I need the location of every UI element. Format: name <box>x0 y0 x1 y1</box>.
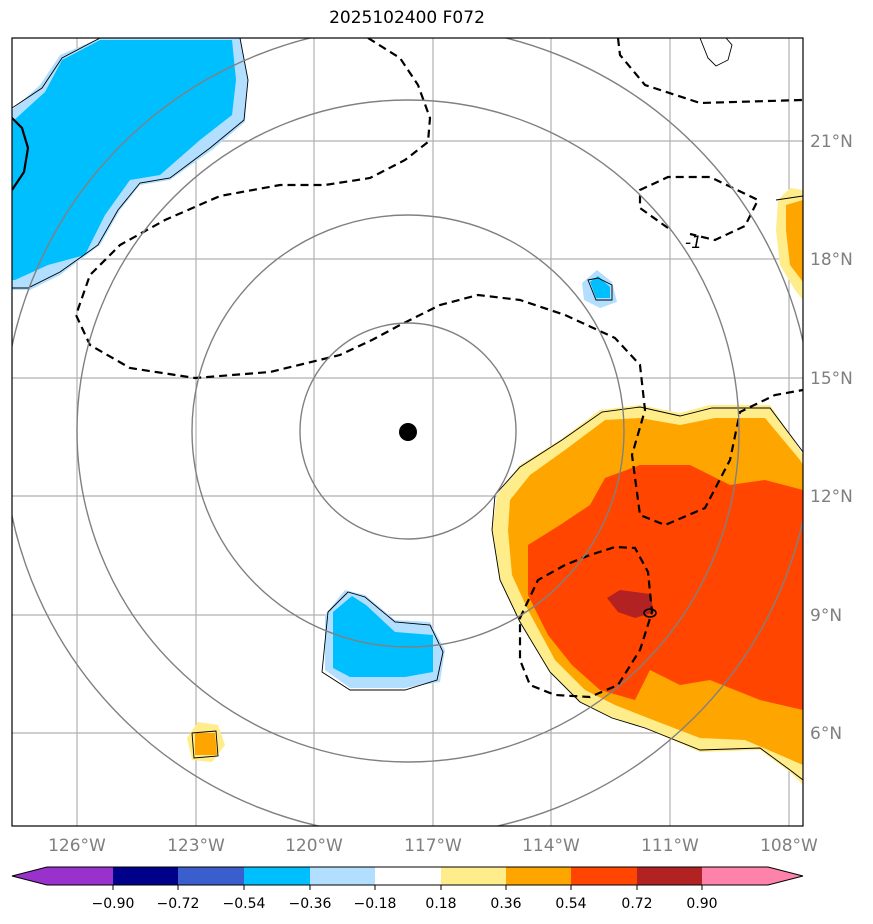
colorbar-cell <box>244 867 310 885</box>
colorbar-over-arrow <box>768 867 803 885</box>
map-title: 2025102400 F072 <box>329 8 485 28</box>
lon-labels: 126°W 123°W 120°W 117°W 114°W 111°W 108°… <box>48 836 818 856</box>
colorbar-cell <box>178 867 244 885</box>
lat-label: 6°N <box>810 724 842 744</box>
colorbar-label: 0.18 <box>425 896 456 912</box>
colorbar-label: −0.54 <box>223 896 266 912</box>
colorbar-label: 0.36 <box>490 896 521 912</box>
lat-label: 21°N <box>810 132 853 152</box>
lon-label: 114°W <box>522 836 580 856</box>
colorbar-outline <box>11 866 804 886</box>
lon-label: 126°W <box>48 836 106 856</box>
colorbar-cell <box>375 867 441 885</box>
colorbar: −0.90 −0.72 −0.54 −0.36 −0.18 0.18 0.36 … <box>11 866 804 912</box>
range-rings <box>12 38 803 826</box>
colorbar-cell <box>637 867 702 885</box>
colorbar-cell <box>506 867 571 885</box>
colorbar-cell <box>571 867 637 885</box>
lat-label: 12°N <box>810 487 853 507</box>
colorbar-under-arrow <box>12 867 47 885</box>
colorbar-label: 0.72 <box>621 896 652 912</box>
solid-contour <box>12 117 30 191</box>
colorbar-cell <box>310 867 375 885</box>
map-area: -1 <box>12 38 803 826</box>
dashed-contours <box>74 38 803 699</box>
colorbar-cell <box>702 867 768 885</box>
map-frame <box>11 37 804 827</box>
colorbar-label: −0.36 <box>289 896 332 912</box>
lon-label: 108°W <box>760 836 818 856</box>
colorbar-cell <box>113 867 178 885</box>
lat-label: 9°N <box>810 606 842 626</box>
lat-label: 15°N <box>810 369 853 389</box>
lon-label: 111°W <box>641 836 699 856</box>
colorbar-cell <box>441 867 506 885</box>
lat-labels: 21°N 18°N 15°N 12°N 9°N 6°N <box>810 132 853 744</box>
lon-label: 120°W <box>285 836 343 856</box>
contour-label: -1 <box>685 233 702 253</box>
lon-label: 123°W <box>167 836 225 856</box>
thin-contours <box>12 38 803 781</box>
lon-label: 117°W <box>404 836 462 856</box>
colorbar-label: 0.90 <box>686 896 717 912</box>
colorbar-label: −0.18 <box>354 896 397 912</box>
colorbar-ticks <box>112 885 703 890</box>
positive-shading <box>187 188 803 785</box>
colorbar-label: −0.90 <box>92 896 135 912</box>
colorbar-label: 0.54 <box>555 896 586 912</box>
small-closed-contour <box>643 608 657 618</box>
storm-center-dot <box>399 423 417 441</box>
colorbar-cell <box>47 867 113 885</box>
lat-label: 18°N <box>810 250 853 270</box>
negative-shading <box>12 38 617 688</box>
colorbar-label: −0.72 <box>157 896 200 912</box>
